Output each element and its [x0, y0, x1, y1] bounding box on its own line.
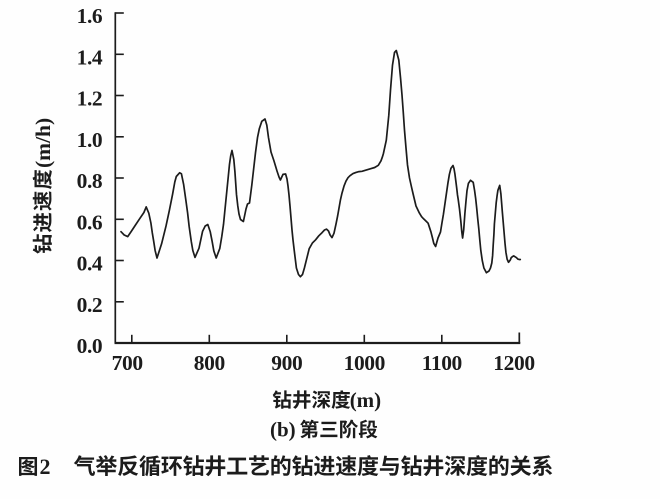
svg-text:900: 900	[271, 351, 302, 375]
svg-text:1200: 1200	[493, 351, 534, 375]
svg-text:0.4: 0.4	[77, 252, 103, 276]
svg-text:0.2: 0.2	[77, 293, 103, 317]
svg-text:1.6: 1.6	[77, 4, 103, 28]
svg-text:700: 700	[112, 351, 143, 375]
svg-text:0.0: 0.0	[77, 334, 103, 358]
svg-text:1100: 1100	[422, 351, 462, 375]
svg-text:(b): (b)	[270, 418, 296, 442]
svg-text:1.4: 1.4	[77, 46, 103, 70]
svg-text:(m): (m)	[350, 388, 381, 412]
svg-text:1.2: 1.2	[77, 87, 103, 111]
svg-text:1000: 1000	[344, 351, 385, 375]
svg-text:800: 800	[194, 351, 225, 375]
svg-text:1.0: 1.0	[77, 128, 103, 152]
svg-text:0.6: 0.6	[77, 211, 103, 235]
svg-text:2: 2	[40, 454, 51, 479]
svg-text:(m/h): (m/h)	[31, 118, 55, 168]
svg-text:0.8: 0.8	[77, 169, 103, 193]
